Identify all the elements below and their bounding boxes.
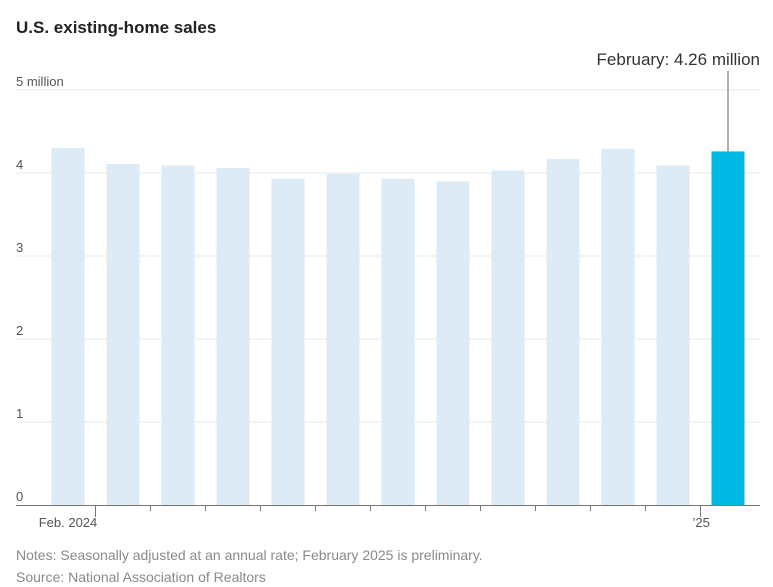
x-tick-label: Feb. 2024 <box>39 515 98 530</box>
y-tick-label: 2 <box>16 323 23 338</box>
bar-chart: 0 1 2 3 4 5 million Feb. 2024 ’25 February: 4.2… <box>16 50 760 530</box>
axis-labels: 0 1 2 3 4 5 million Feb. 2024 ’25 <box>16 74 710 530</box>
bar <box>106 163 140 505</box>
y-tick-label: 1 <box>16 406 23 421</box>
bar <box>491 170 525 505</box>
bar <box>656 165 690 505</box>
y-tick-label: 5 million <box>16 74 64 89</box>
chart-title: U.S. existing-home sales <box>16 18 217 37</box>
bar <box>436 181 470 506</box>
bar <box>326 173 360 505</box>
bar <box>271 178 305 505</box>
x-axis <box>16 505 760 517</box>
bar <box>546 158 580 505</box>
y-tick-label: 3 <box>16 240 23 255</box>
y-tick-label: 4 <box>16 157 23 172</box>
source-text: Source: National Association of Realtors <box>16 569 266 585</box>
bar <box>51 148 85 505</box>
bar <box>601 148 635 505</box>
bar <box>161 165 195 505</box>
highlighted-bar <box>711 151 745 506</box>
x-tick-label: ’25 <box>693 515 710 530</box>
y-tick-label: 0 <box>16 489 23 504</box>
bars <box>51 148 745 506</box>
bar <box>381 178 415 505</box>
notes-text: Notes: Seasonally adjusted at an annual … <box>16 547 483 563</box>
annotation-label: February: 4.26 million <box>597 50 760 69</box>
annotation: February: 4.26 million <box>597 50 760 152</box>
bar <box>216 168 250 505</box>
